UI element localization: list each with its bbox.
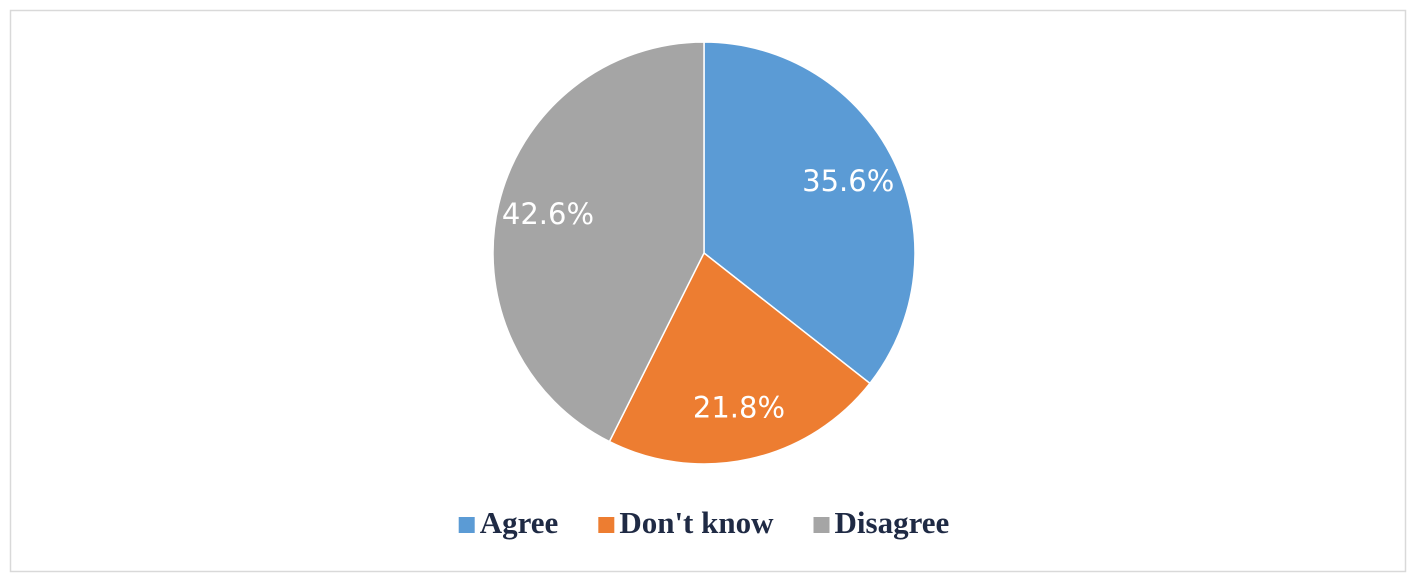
legend-swatch	[598, 517, 615, 533]
legend-label: Don't know	[619, 505, 774, 540]
legend-swatch	[813, 517, 830, 533]
legend-swatch	[458, 517, 475, 533]
pie-slice	[492, 41, 705, 443]
legend-label: Disagree	[835, 505, 950, 540]
pie-slice	[608, 251, 871, 465]
pie-slice	[703, 41, 916, 385]
data-label: 21.8%	[693, 390, 785, 424]
data-label: 42.6%	[502, 197, 594, 231]
legend-label: Agree	[480, 505, 559, 540]
data-label: 35.6%	[802, 164, 894, 198]
